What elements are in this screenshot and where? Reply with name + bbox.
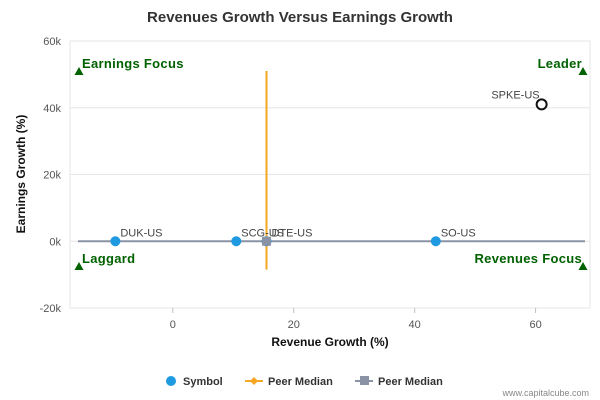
credit-text[interactable]: www.capitalcube.com (501, 388, 589, 398)
quadrant-marker-top-right (578, 67, 588, 75)
quadrant-label-leader: Leader (538, 56, 582, 71)
y-axis-title: Earnings Growth (%) (14, 115, 28, 234)
subject-point (535, 98, 548, 111)
symbol-point (430, 236, 441, 247)
x-tick-label: 20 (288, 319, 300, 331)
legend-peer-median-square (360, 376, 369, 385)
symbol-point (110, 236, 121, 247)
quadrant-marker-bottom-left (74, 262, 84, 270)
x-tick-label: 40 (409, 319, 421, 331)
chart-title: Revenues Growth Versus Earnings Growth (147, 9, 453, 26)
quadrant-marker-top-left (74, 67, 84, 75)
quadrant-label-laggard: Laggard (82, 251, 135, 266)
x-tick-label: 60 (529, 319, 541, 331)
symbol-label: DTE-US (272, 227, 313, 239)
y-axis-ticks: 60k 40k 20k 0k -20k (40, 36, 62, 315)
quadrant-marker-bottom-right (578, 262, 588, 270)
y-tick-label: -20k (40, 303, 62, 315)
y-tick-label: 0k (49, 236, 61, 248)
symbol-label: SO-US (441, 227, 476, 239)
x-axis-ticks: 0 20 40 60 (170, 308, 542, 331)
legend-peer-median-diamond (250, 377, 258, 385)
quadrant-label-revenues-focus: Revenues Focus (474, 251, 582, 266)
x-axis-title: Revenue Growth (%) (271, 335, 388, 349)
peer-median-marker (262, 236, 272, 246)
legend: Symbol Peer Median Peer Median (166, 376, 443, 388)
legend-item-peer-median-vertical[interactable]: Peer Median (245, 376, 333, 388)
legend-symbol-label: Symbol (183, 376, 223, 388)
legend-item-peer-median-horizontal[interactable]: Peer Median (355, 376, 443, 388)
quadrant-label-earnings-focus: Earnings Focus (82, 56, 184, 71)
legend-symbol-marker (166, 376, 176, 386)
x-tick-label: 0 (170, 319, 176, 331)
legend-item-symbol[interactable]: Symbol (166, 376, 223, 388)
legend-peer-median-label-2: Peer Median (378, 376, 443, 388)
symbol-point (231, 236, 242, 247)
quadrant-labels: Earnings Focus Leader Laggard Revenues Focu… (74, 56, 588, 270)
gridlines (70, 40, 590, 309)
y-tick-label: 40k (43, 103, 61, 115)
legend-peer-median-label-1: Peer Median (268, 376, 333, 388)
symbol-label: SCG-US (241, 227, 284, 239)
y-tick-label: 20k (43, 170, 61, 182)
subject-label: SPKE-US (491, 89, 539, 101)
y-tick-label: 60k (43, 36, 61, 48)
symbol-label: DUK-US (120, 227, 162, 239)
